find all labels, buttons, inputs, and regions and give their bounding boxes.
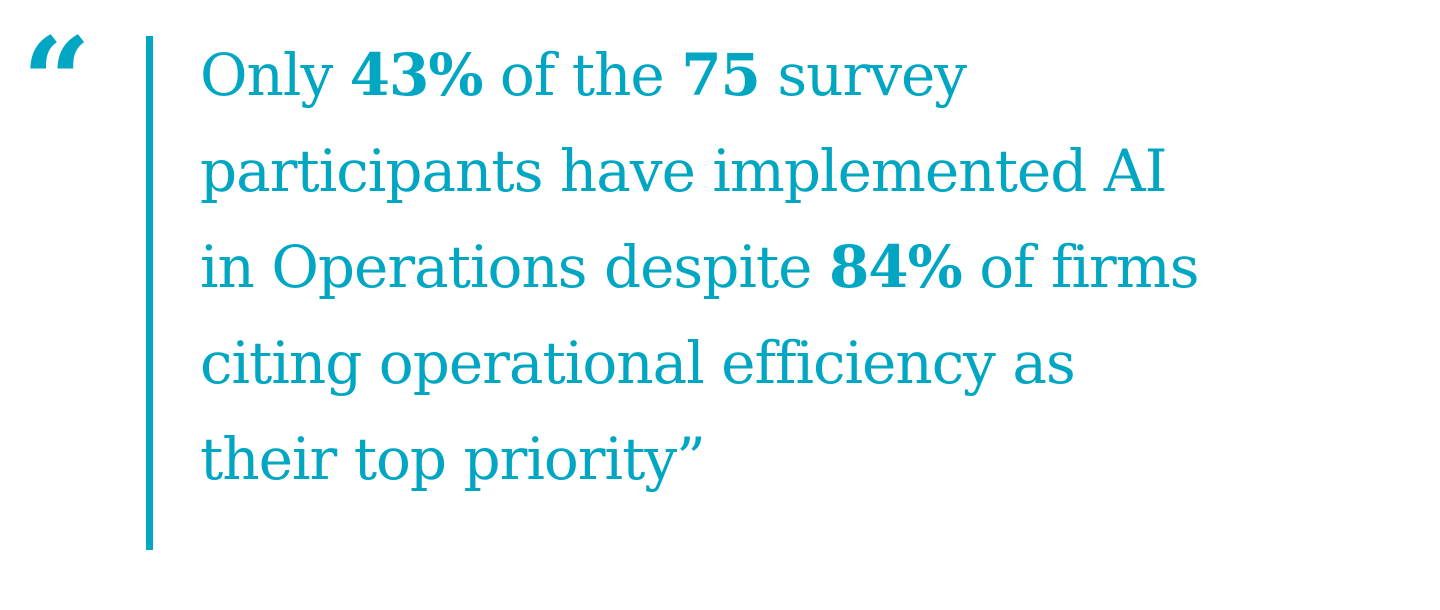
stat-highlight: 84% [828,233,963,301]
quote-fragment: participants have implemented AI [200,137,1168,205]
quote-fragment: in Operations despite [200,233,829,301]
quote-fragment: of firms [961,233,1199,301]
quote-fragment: their top priority” [200,425,706,493]
open-quote-icon: “ [22,11,91,152]
stat-highlight: 43% [349,41,484,109]
quote-line: citing operational efficiency as [200,334,1430,430]
quote-fragment: of the [482,41,682,109]
quote-text: Only 43% of the 75 survey participants h… [200,46,1430,526]
quote-fragment: survey [759,41,967,109]
quote-fragment: citing operational efficiency as [200,329,1076,397]
stat-highlight: 75 [681,41,761,109]
quote-rule [146,36,153,550]
quote-line: in Operations despite 84% of firms [200,238,1430,334]
quote-line: participants have implemented AI [200,142,1430,238]
quote-line: Only 43% of the 75 survey [200,46,1430,142]
quote-line: their top priority” [200,430,1430,526]
quote-fragment: Only [200,41,350,109]
